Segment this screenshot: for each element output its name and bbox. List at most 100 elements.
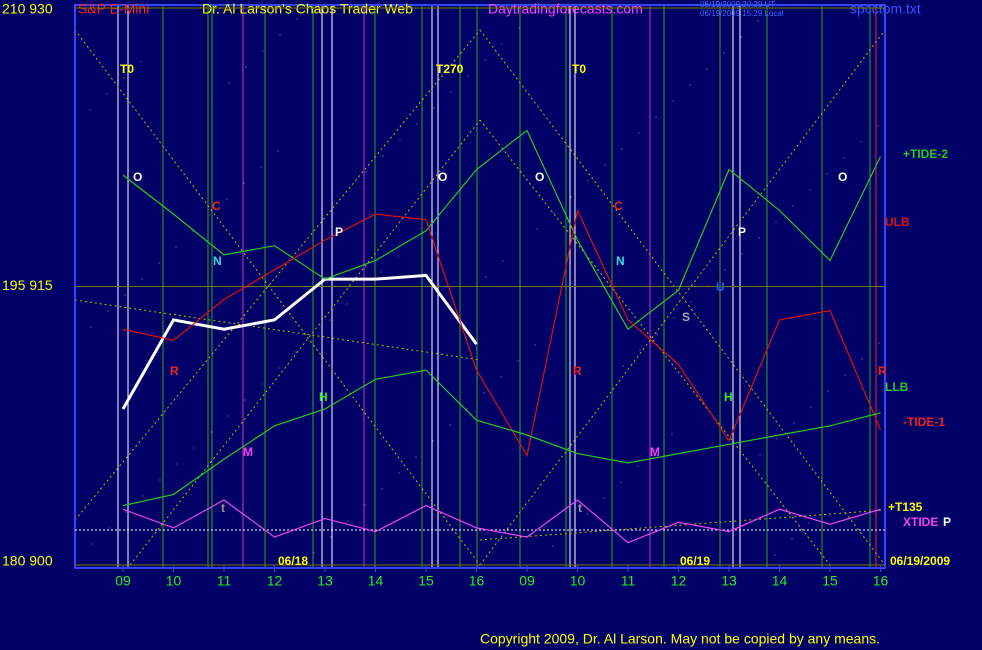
star	[621, 148, 623, 150]
legend-label: ULB	[885, 215, 910, 229]
star	[433, 107, 435, 109]
y-tick-label: 195 915	[2, 277, 53, 293]
time-local: 06/19/2009 15:29 Local	[700, 9, 784, 18]
star	[279, 34, 281, 36]
star	[364, 504, 366, 506]
star	[124, 294, 126, 296]
star	[193, 447, 195, 449]
star	[484, 59, 486, 61]
star	[176, 463, 178, 465]
series-line	[121, 273, 478, 410]
star	[296, 18, 298, 20]
series-line	[122, 369, 881, 507]
star	[295, 351, 297, 353]
star	[399, 139, 401, 141]
star	[622, 365, 624, 367]
symbol: S&P E-Mini	[78, 1, 149, 17]
star	[142, 495, 144, 497]
annotation: O	[133, 170, 142, 184]
star	[450, 91, 452, 93]
star	[243, 182, 245, 184]
star	[140, 61, 142, 63]
star	[877, 125, 879, 127]
star	[108, 527, 110, 529]
star	[483, 392, 485, 394]
star	[638, 132, 640, 134]
star	[740, 36, 742, 38]
diagonal-line	[479, 119, 831, 566]
star	[159, 479, 161, 481]
annotation: -TIDE-1	[903, 415, 945, 429]
x-tick-label: 13	[317, 573, 333, 589]
star	[689, 84, 691, 86]
star	[416, 123, 418, 125]
star	[775, 221, 777, 223]
star	[724, 269, 726, 271]
series-line	[122, 208, 882, 458]
star	[810, 406, 812, 408]
star	[313, 552, 315, 554]
star	[365, 171, 367, 173]
star	[844, 374, 846, 376]
star	[485, 276, 487, 278]
annotation: +T135	[888, 500, 923, 514]
x-tick-label: 16	[873, 573, 889, 589]
star	[535, 11, 537, 13]
star	[141, 278, 143, 280]
star	[776, 438, 778, 440]
star	[329, 319, 331, 321]
annotation: T270	[436, 62, 464, 76]
x-tick-label: 10	[570, 573, 586, 589]
star	[397, 255, 399, 257]
x-tick-label: 10	[166, 573, 182, 589]
star	[278, 367, 280, 369]
diagonal-line	[74, 299, 481, 361]
copyright: Copyright 2009, Dr. Al Larson. May not b…	[480, 631, 880, 647]
series-line	[122, 499, 881, 544]
x-tick-label: 14	[368, 573, 384, 589]
legend-label: XTIDE	[903, 515, 938, 529]
star	[381, 488, 383, 490]
x-tick-label: 16	[469, 573, 485, 589]
star	[534, 344, 536, 346]
star	[107, 310, 109, 312]
star	[741, 253, 743, 255]
star	[245, 66, 247, 68]
star	[517, 360, 519, 362]
annotation: U	[716, 280, 725, 294]
star	[757, 20, 759, 22]
star	[89, 109, 91, 111]
star	[500, 376, 502, 378]
star	[654, 449, 656, 451]
x-tick-label: 09	[115, 573, 131, 589]
star	[620, 481, 622, 483]
star	[637, 465, 639, 467]
time-ut: 06/19/2009 20:29 UT	[700, 0, 775, 9]
star	[228, 82, 230, 84]
x-tick-label: 13	[721, 573, 737, 589]
annotation: 06/19/2009	[890, 554, 950, 568]
series-line	[122, 129, 882, 331]
annotation: M	[650, 445, 660, 459]
annotation: M	[243, 445, 253, 459]
star	[330, 536, 332, 538]
annotation: R	[170, 364, 179, 378]
star	[758, 237, 760, 239]
star	[860, 141, 862, 143]
star	[90, 326, 92, 328]
star	[432, 440, 434, 442]
star	[347, 520, 349, 522]
star	[501, 43, 503, 45]
star	[792, 205, 794, 207]
annotation: P	[335, 225, 343, 239]
annotation: C	[614, 199, 623, 213]
star	[843, 157, 845, 159]
star	[91, 543, 93, 545]
star	[158, 262, 160, 264]
annotation: S	[682, 310, 690, 324]
star	[809, 189, 811, 191]
annotation: C	[212, 199, 221, 213]
site: Daytradingforecasts.com	[488, 1, 643, 17]
star	[382, 155, 384, 157]
